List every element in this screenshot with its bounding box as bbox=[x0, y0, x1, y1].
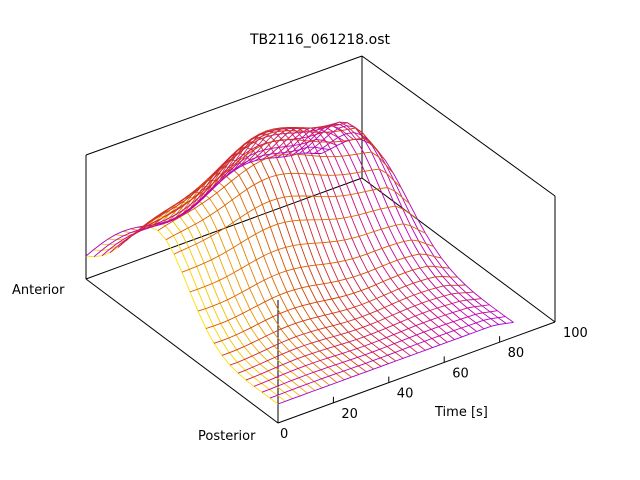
mesh-line-position bbox=[221, 276, 458, 356]
mesh-line-position bbox=[181, 205, 418, 273]
mesh-line-position bbox=[93, 146, 330, 258]
mesh-line-position bbox=[165, 168, 402, 241]
x-tick-label: 80 bbox=[508, 346, 525, 361]
mesh-line-position bbox=[157, 151, 394, 231]
x-axis-label: Time [s] bbox=[434, 405, 488, 420]
mesh-line-position bbox=[85, 152, 322, 257]
mesh-line-position bbox=[245, 298, 482, 381]
mesh-line-time bbox=[130, 197, 323, 389]
x-tick-label: 20 bbox=[341, 407, 358, 422]
mesh-line-time bbox=[159, 173, 352, 378]
mesh-line-position bbox=[205, 253, 442, 329]
mesh-line-position bbox=[237, 291, 474, 374]
x-tick-label: 100 bbox=[563, 326, 588, 341]
mesh-line-position bbox=[125, 121, 362, 242]
mesh-line-position bbox=[253, 304, 490, 387]
mesh-line-position bbox=[149, 137, 386, 228]
mesh-line-time bbox=[115, 206, 308, 394]
mesh-line-position bbox=[277, 321, 514, 405]
x-axis-ticks: 0 20 40 60 80 100 bbox=[277, 316, 588, 442]
mesh-line-position bbox=[213, 265, 450, 344]
x-tick-label: 60 bbox=[452, 366, 469, 381]
mesh-line-time bbox=[166, 166, 360, 375]
axes-box bbox=[85, 55, 556, 424]
mesh-line-position bbox=[109, 131, 346, 253]
mesh-line-position bbox=[197, 239, 434, 312]
mesh-line-time bbox=[306, 125, 499, 325]
x-tick-label: 0 bbox=[280, 427, 288, 442]
mesh-line-position bbox=[141, 127, 378, 230]
mesh-line-time bbox=[85, 226, 279, 405]
mesh-line-position bbox=[173, 187, 410, 255]
y-label-anterior: Anterior bbox=[12, 283, 65, 298]
mesh-line-position bbox=[261, 310, 498, 393]
mesh-line-position bbox=[269, 316, 506, 399]
x-tick-label: 40 bbox=[397, 387, 414, 402]
surface-mesh bbox=[85, 121, 514, 405]
mesh-line-position bbox=[229, 284, 466, 366]
mesh-line-time bbox=[321, 138, 514, 323]
mesh-line-position bbox=[189, 223, 426, 293]
chart-title: TB2116_061218.ost bbox=[249, 32, 391, 48]
mesh-line-time bbox=[108, 211, 301, 397]
mesh-line-position bbox=[117, 125, 354, 248]
y-label-posterior: Posterior bbox=[198, 429, 256, 444]
